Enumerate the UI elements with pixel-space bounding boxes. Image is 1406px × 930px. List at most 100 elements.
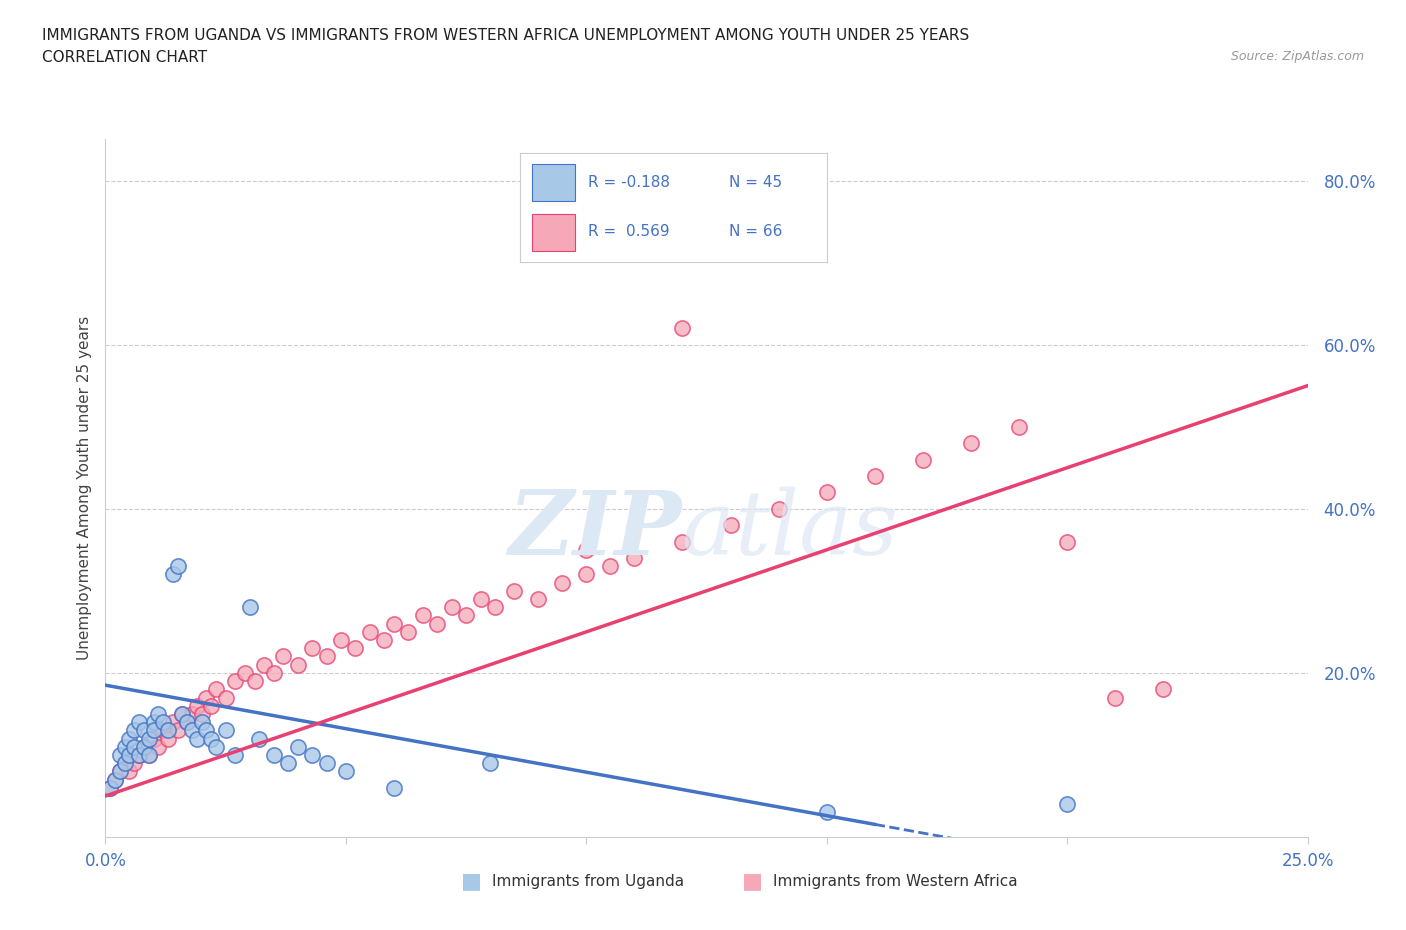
Point: [166, 559, 188, 574]
Point: [815, 485, 838, 499]
Point: [863, 469, 886, 484]
Point: [1008, 419, 1031, 434]
Point: [359, 624, 381, 639]
Point: [247, 731, 270, 746]
Point: [960, 435, 983, 450]
Point: [156, 731, 179, 746]
Point: [263, 748, 285, 763]
Point: [142, 731, 165, 746]
Point: [426, 617, 449, 631]
Text: ZIP: ZIP: [509, 486, 682, 574]
Point: [108, 764, 131, 778]
Point: [315, 649, 337, 664]
Point: [1056, 797, 1078, 812]
Point: [287, 658, 309, 672]
Point: [124, 739, 146, 754]
Point: [470, 591, 492, 606]
Text: IMMIGRANTS FROM UGANDA VS IMMIGRANTS FROM WESTERN AFRICA UNEMPLOYMENT AMONG YOUT: IMMIGRANTS FROM UGANDA VS IMMIGRANTS FRO…: [42, 28, 969, 43]
Point: [148, 739, 170, 754]
Point: [440, 600, 463, 615]
Point: [152, 723, 174, 737]
Point: [273, 649, 295, 664]
Point: [454, 608, 477, 623]
Point: [623, 551, 645, 565]
Point: [412, 608, 434, 623]
Point: [1056, 534, 1078, 549]
Point: [335, 764, 357, 778]
Point: [98, 780, 121, 795]
Point: [124, 723, 146, 737]
Point: [396, 624, 419, 639]
Point: [132, 723, 155, 737]
Point: [815, 805, 838, 820]
Point: [263, 666, 285, 681]
Point: [181, 707, 204, 722]
Point: [114, 756, 136, 771]
Point: [156, 723, 179, 737]
Point: [205, 682, 228, 697]
Point: [190, 714, 212, 729]
Point: [382, 617, 405, 631]
Point: [176, 714, 198, 729]
Text: ■: ■: [742, 871, 762, 892]
Point: [104, 772, 127, 787]
Point: [720, 518, 742, 533]
Point: [166, 723, 188, 737]
Point: [239, 600, 262, 615]
Point: [224, 748, 246, 763]
Point: [176, 714, 198, 729]
Point: [911, 452, 934, 467]
Point: [148, 707, 170, 722]
Point: [214, 723, 236, 737]
Point: [98, 780, 121, 795]
Point: [344, 641, 367, 656]
Point: [108, 748, 131, 763]
Point: [128, 748, 150, 763]
Point: [118, 748, 141, 763]
Point: [277, 756, 299, 771]
Point: [195, 690, 218, 705]
Text: Immigrants from Uganda: Immigrants from Uganda: [492, 874, 685, 889]
Point: [287, 739, 309, 754]
Point: [138, 748, 160, 763]
Point: [118, 764, 141, 778]
Point: [671, 321, 693, 336]
Point: [132, 739, 155, 754]
Point: [108, 764, 131, 778]
Text: Source: ZipAtlas.com: Source: ZipAtlas.com: [1230, 50, 1364, 63]
Text: ■: ■: [461, 871, 481, 892]
Point: [551, 575, 574, 590]
Point: [1152, 682, 1174, 697]
Point: [190, 707, 212, 722]
Point: [186, 731, 208, 746]
Text: atlas: atlas: [682, 486, 898, 574]
Point: [142, 723, 165, 737]
Point: [162, 714, 184, 729]
Text: Immigrants from Western Africa: Immigrants from Western Africa: [773, 874, 1018, 889]
Point: [382, 780, 405, 795]
Point: [172, 707, 194, 722]
Text: CORRELATION CHART: CORRELATION CHART: [42, 50, 207, 65]
Point: [243, 673, 266, 688]
Point: [138, 748, 160, 763]
Point: [152, 714, 174, 729]
Point: [484, 600, 506, 615]
Point: [233, 666, 256, 681]
Point: [503, 583, 526, 598]
Point: [224, 673, 246, 688]
Point: [128, 714, 150, 729]
Point: [301, 641, 323, 656]
Point: [142, 714, 165, 729]
Point: [128, 748, 150, 763]
Point: [671, 534, 693, 549]
Point: [205, 739, 228, 754]
Point: [114, 739, 136, 754]
Point: [172, 707, 194, 722]
Point: [181, 723, 204, 737]
Point: [330, 632, 353, 647]
Point: [1104, 690, 1126, 705]
Point: [575, 567, 598, 582]
Point: [301, 748, 323, 763]
Point: [104, 772, 127, 787]
Point: [138, 731, 160, 746]
